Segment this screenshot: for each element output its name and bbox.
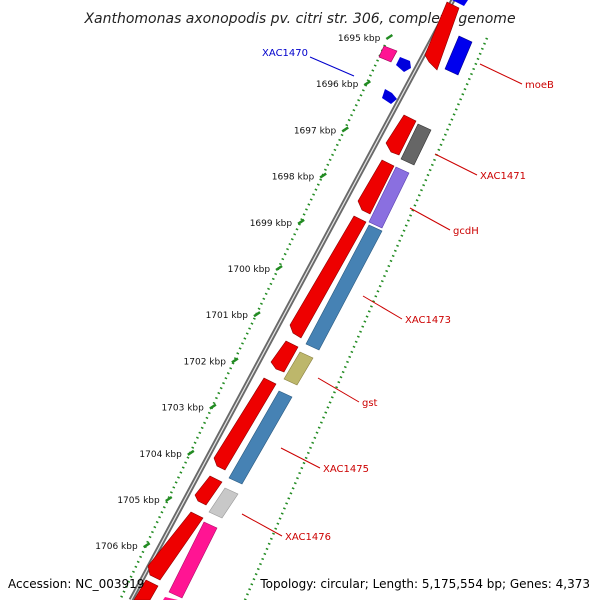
kbp-tick-mark [231,357,239,364]
feature-XAC1470[interactable] [396,57,411,72]
gene-XAC1475[interactable] [213,377,277,471]
feature-pink[interactable] [378,45,398,63]
kbp-tick-mark [187,449,195,456]
kbp-tick-label: 1703 kbp [161,404,204,414]
gene-next[interactable] [147,511,204,581]
kbp-ticks: 1695 kbp 1696 kbp 1697 kbp 1698 kbp 1699 kbp… [95,33,394,552]
gene-label-leader [317,377,360,403]
gene-XAC1473-blue[interactable] [305,224,383,351]
kbp-tick-mark [142,542,151,549]
forward-strand-genes [133,1,460,600]
gene-label-leader [362,295,403,320]
map-title: Xanthomonas axonopodis pv. citri str. 30… [83,11,515,27]
accession-text: Accession: NC_003919 [8,577,144,591]
gene-gcdH-purple[interactable] [368,166,410,229]
gene-pink[interactable] [168,521,218,599]
gene-label-XAC1470[interactable]: XAC1470 [262,48,308,59]
gene-moeB-blue[interactable] [444,35,473,76]
kbp-tick-label: 1695 kbp [338,34,381,44]
kbp-tick-mark [363,80,371,87]
gene-label-leader [409,207,451,231]
gene-label-leader [280,447,321,469]
kbp-tick-mark [341,126,349,133]
gene-label-moeB[interactable]: moeB [525,80,554,91]
feature-blue-small[interactable] [382,89,397,104]
topology-text: Topology: circular; Length: 5,175,554 bp… [259,577,590,591]
kbp-tick-label: 1700 kbp [228,265,271,275]
kbp-tick-mark [253,311,261,318]
reverse-strand-genes [163,0,473,600]
kbp-tick-mark [319,172,327,179]
gene-label-gst[interactable]: gst [362,398,378,409]
kbp-tick-mark [165,495,173,503]
kbp-tick-label: 1704 kbp [139,450,182,460]
kbp-tick-mark [385,33,394,41]
kbp-tick-label: 1698 kbp [272,173,315,183]
gene-gcdH[interactable] [357,159,395,215]
gene-label-leader [309,56,355,77]
gene-XAC1475-blue[interactable] [228,390,293,485]
gene-gst[interactable] [270,340,299,373]
kbp-tick-mark [275,264,283,272]
kbp-tick-label: 1696 kbp [316,80,359,90]
gene-moeB[interactable] [424,1,460,71]
kbp-tick-label: 1705 kbp [117,496,160,506]
gene-gst-olive[interactable] [283,351,314,386]
kbp-tick-label: 1706 kbp [95,542,138,552]
gene-label-gcdH[interactable]: gcdH [453,226,479,237]
gene-label-XAC1475[interactable]: XAC1475 [323,464,369,475]
gene-pink-edge[interactable] [163,597,178,600]
kbp-tick-label: 1699 kbp [250,219,293,229]
gene-XAC1471[interactable] [385,114,417,156]
gene-labels: XAC1470 moeB XAC1471 gcdH XAC1473 gst XAC1475 X… [241,48,554,543]
gene-label-leader [434,153,478,176]
genome-backbone-highlight [130,0,454,600]
gene-label-XAC1471[interactable]: XAC1471 [480,171,526,182]
gene-label-leader [479,63,523,85]
kbp-tick-label: 1702 kbp [184,357,227,367]
kbp-tick-mark [297,218,305,225]
gene-edge[interactable] [133,579,159,600]
gene-XAC1476[interactable] [194,475,223,506]
ruler-dotted-line [118,44,387,600]
kbp-tick-label: 1697 kbp [294,126,337,136]
gene-XAC1476-gray[interactable] [208,487,239,519]
gene-XAC1471-gray[interactable] [400,123,432,166]
gene-top-blue[interactable] [452,0,468,6]
gene-label-XAC1473[interactable]: XAC1473 [405,315,451,326]
kbp-tick-label: 1701 kbp [206,311,249,321]
kbp-tick-mark [209,403,217,410]
gene-label-leader [241,513,283,537]
gene-XAC1473[interactable] [289,215,367,339]
gene-label-XAC1476[interactable]: XAC1476 [285,532,331,543]
